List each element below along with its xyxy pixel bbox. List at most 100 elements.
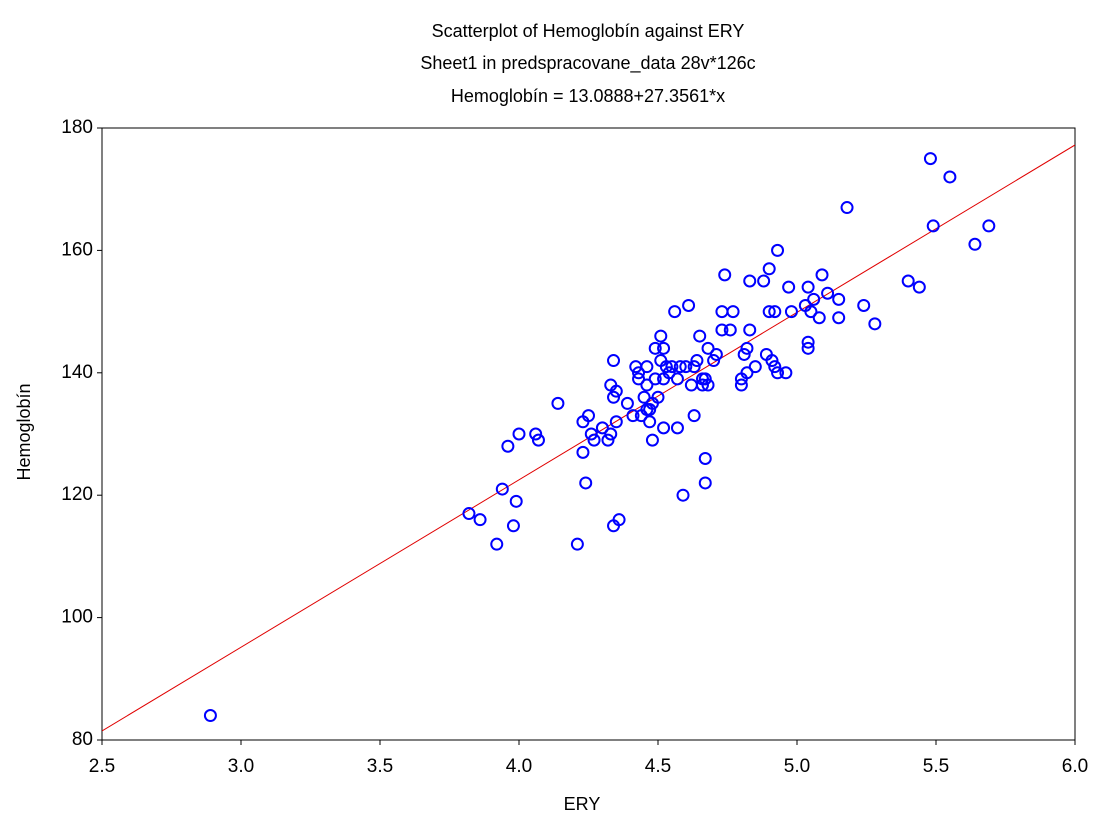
plot-frame xyxy=(101,127,1076,741)
point xyxy=(943,170,957,184)
point xyxy=(673,360,687,374)
chart-subtitle: Sheet1 in predspracovane_data 28v*126c xyxy=(420,53,755,74)
point xyxy=(832,292,846,306)
point xyxy=(821,286,835,300)
point xyxy=(582,409,595,423)
point xyxy=(609,415,623,429)
y-tick-label: 140 xyxy=(61,362,93,383)
point xyxy=(495,482,509,496)
x-tick-label: 2.5 xyxy=(89,756,115,777)
point xyxy=(743,274,757,288)
point xyxy=(701,378,715,392)
point xyxy=(715,323,729,337)
point xyxy=(768,360,782,374)
point xyxy=(690,354,704,368)
point xyxy=(687,360,701,374)
x-tick-label: 6.0 xyxy=(1062,756,1088,777)
point xyxy=(740,341,754,355)
x-axis-label: ERY xyxy=(564,794,601,814)
point xyxy=(779,366,793,380)
point xyxy=(587,433,601,447)
point xyxy=(718,268,732,282)
point xyxy=(698,451,712,465)
x-tick-label: 3.5 xyxy=(367,756,393,777)
point xyxy=(698,372,712,386)
point xyxy=(926,219,940,233)
point xyxy=(620,396,634,410)
point xyxy=(676,488,690,502)
point xyxy=(637,390,651,404)
point xyxy=(740,366,754,380)
x-tick-label: 5.5 xyxy=(923,756,949,777)
point xyxy=(709,347,723,361)
point xyxy=(665,360,679,374)
point xyxy=(698,476,712,490)
point xyxy=(812,311,826,325)
point xyxy=(203,709,217,723)
point xyxy=(762,262,776,276)
point xyxy=(901,274,915,288)
y-tick-label: 100 xyxy=(61,607,93,628)
point xyxy=(840,201,854,215)
point xyxy=(640,360,654,374)
point xyxy=(604,427,618,441)
point xyxy=(757,274,771,288)
point xyxy=(868,317,882,331)
point xyxy=(643,403,657,417)
point xyxy=(695,378,709,392)
point xyxy=(609,384,623,398)
point xyxy=(662,366,676,380)
point xyxy=(668,305,682,319)
point xyxy=(782,280,796,294)
y-tick-label: 80 xyxy=(72,729,93,750)
point xyxy=(801,280,815,294)
point xyxy=(551,396,565,410)
point xyxy=(687,409,701,423)
point xyxy=(648,372,662,386)
point xyxy=(743,323,757,337)
x-tick-label: 4.0 xyxy=(506,756,532,777)
x-tick-label: 4.5 xyxy=(645,756,671,777)
point xyxy=(654,329,668,343)
point xyxy=(801,335,815,349)
point xyxy=(584,427,598,441)
point xyxy=(723,323,737,337)
point xyxy=(531,433,545,447)
point xyxy=(701,341,715,355)
y-tick-label: 120 xyxy=(61,484,93,505)
point xyxy=(762,305,776,319)
point xyxy=(804,305,818,319)
point xyxy=(501,439,515,453)
y-axis-label: Hemoglobín xyxy=(14,383,34,480)
point xyxy=(801,341,815,355)
point xyxy=(640,378,654,392)
point xyxy=(982,219,996,233)
chart-title: Scatterplot of Hemoglobín against ERY xyxy=(432,21,745,41)
point xyxy=(707,354,721,368)
point xyxy=(506,519,520,533)
point xyxy=(607,390,621,404)
point xyxy=(462,507,476,521)
point xyxy=(651,390,665,404)
point xyxy=(923,152,937,166)
point xyxy=(512,427,526,441)
point xyxy=(595,421,609,435)
point xyxy=(601,433,615,447)
point xyxy=(576,445,590,459)
y-tick-label: 180 xyxy=(61,117,93,138)
point xyxy=(645,433,659,447)
point xyxy=(768,305,782,319)
point xyxy=(737,347,751,361)
point xyxy=(726,305,740,319)
point xyxy=(579,476,593,490)
point xyxy=(670,372,684,386)
x-tick-label: 5.0 xyxy=(784,756,810,777)
point xyxy=(626,409,640,423)
fit-equation: Hemoglobín = 13.0888+27.3561*x xyxy=(451,86,725,106)
point xyxy=(784,305,798,319)
point xyxy=(748,360,762,374)
point xyxy=(632,366,646,380)
point xyxy=(693,329,707,343)
